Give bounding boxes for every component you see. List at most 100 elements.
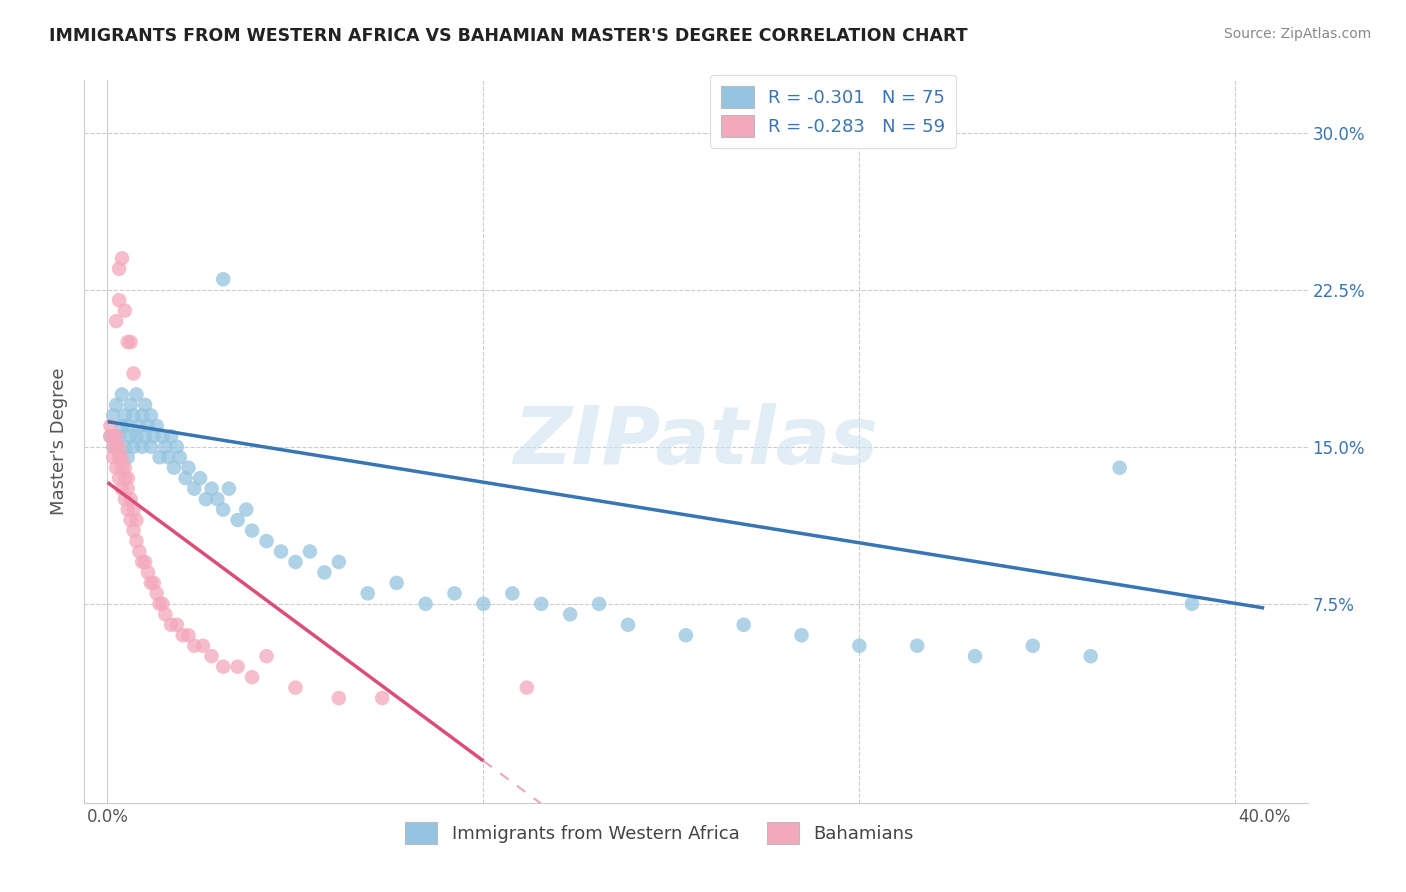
Point <box>226 659 249 673</box>
Point <box>125 513 148 527</box>
Point <box>136 418 159 433</box>
Point <box>111 460 134 475</box>
Point <box>371 691 394 706</box>
Point <box>790 628 813 642</box>
Point <box>733 617 755 632</box>
Point <box>160 617 183 632</box>
Point <box>120 513 142 527</box>
Point <box>328 691 350 706</box>
Point <box>560 607 582 622</box>
Point <box>105 314 128 328</box>
Point <box>905 639 928 653</box>
Point <box>848 639 870 653</box>
Point <box>117 471 139 485</box>
Point <box>385 575 408 590</box>
Point <box>105 440 128 454</box>
Point <box>240 670 263 684</box>
Point <box>256 649 278 664</box>
Point <box>1108 460 1130 475</box>
Point <box>177 628 200 642</box>
Point <box>501 586 523 600</box>
Y-axis label: Master's Degree: Master's Degree <box>51 368 69 516</box>
Point <box>120 492 142 507</box>
Point <box>148 597 170 611</box>
Point <box>131 409 153 423</box>
Point <box>117 482 139 496</box>
Point <box>160 429 183 443</box>
Point <box>152 597 174 611</box>
Point <box>191 639 214 653</box>
Point <box>114 409 136 423</box>
Point <box>183 482 205 496</box>
Point <box>530 597 553 611</box>
Point <box>163 460 186 475</box>
Point <box>1080 649 1102 664</box>
Point <box>120 398 142 412</box>
Point <box>145 586 167 600</box>
Point <box>117 502 139 516</box>
Point <box>105 460 128 475</box>
Point <box>155 440 177 454</box>
Point <box>108 440 131 454</box>
Legend: Immigrants from Western Africa, Bahamians: Immigrants from Western Africa, Bahamian… <box>398 815 921 852</box>
Point <box>122 440 145 454</box>
Point <box>142 429 165 443</box>
Point <box>177 460 200 475</box>
Point <box>131 555 153 569</box>
Point <box>134 429 156 443</box>
Point <box>134 555 156 569</box>
Point <box>155 607 177 622</box>
Point <box>139 440 162 454</box>
Point <box>105 429 128 443</box>
Point <box>212 272 235 286</box>
Text: IMMIGRANTS FROM WESTERN AFRICA VS BAHAMIAN MASTER'S DEGREE CORRELATION CHART: IMMIGRANTS FROM WESTERN AFRICA VS BAHAMI… <box>49 27 967 45</box>
Point <box>108 429 131 443</box>
Point <box>111 252 134 266</box>
Point <box>111 482 134 496</box>
Point <box>142 575 165 590</box>
Point <box>256 534 278 549</box>
Point <box>125 387 148 401</box>
Point <box>122 502 145 516</box>
Point <box>108 293 131 308</box>
Point <box>152 429 174 443</box>
Point <box>117 334 139 349</box>
Text: Source: ZipAtlas.com: Source: ZipAtlas.com <box>1223 27 1371 41</box>
Point <box>472 597 495 611</box>
Point <box>139 575 162 590</box>
Point <box>174 471 197 485</box>
Point <box>157 450 180 465</box>
Point <box>100 429 122 443</box>
Point <box>235 502 257 516</box>
Point <box>105 398 128 412</box>
Point <box>200 649 222 664</box>
Point <box>111 450 134 465</box>
Point <box>588 597 610 611</box>
Point <box>188 471 211 485</box>
Point <box>166 440 188 454</box>
Point <box>240 524 263 538</box>
Point <box>128 418 150 433</box>
Point <box>122 524 145 538</box>
Point <box>125 534 148 549</box>
Point <box>120 429 142 443</box>
Point <box>617 617 640 632</box>
Point <box>328 555 350 569</box>
Point <box>134 398 156 412</box>
Point <box>194 492 217 507</box>
Point <box>212 502 235 516</box>
Point <box>117 418 139 433</box>
Point <box>103 409 125 423</box>
Point <box>108 450 131 465</box>
Point <box>1181 597 1204 611</box>
Point <box>270 544 292 558</box>
Point <box>443 586 465 600</box>
Point <box>183 639 205 653</box>
Point <box>284 555 307 569</box>
Point <box>172 628 194 642</box>
Point <box>114 460 136 475</box>
Point <box>114 440 136 454</box>
Point <box>284 681 307 695</box>
Point <box>122 409 145 423</box>
Point <box>103 440 125 454</box>
